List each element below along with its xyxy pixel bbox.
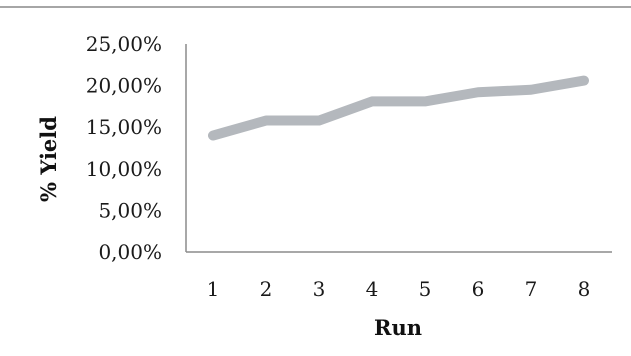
series-group: [208, 75, 589, 141]
x-tick-label: 6: [472, 277, 485, 301]
x-axis: 1 2 3 4 5 6 7 8: [186, 251, 612, 301]
x-tick-label: 3: [313, 277, 326, 301]
data-point: [212, 135, 214, 137]
data-point: [583, 80, 585, 82]
data-point: [371, 100, 373, 102]
x-tick-label: 2: [260, 277, 273, 301]
data-point: [477, 91, 479, 93]
x-tick-label: 5: [419, 277, 432, 301]
data-point: [265, 120, 267, 122]
x-tick-label: 7: [525, 277, 538, 301]
y-axis: 0,00% 5,00% 10,00% 15,00% 20,00% 25,00%: [86, 32, 187, 264]
x-tick-label: 1: [207, 277, 220, 301]
y-tick-label: 10,00%: [86, 157, 162, 181]
data-point: [318, 120, 320, 122]
y-axis-title: % Yield: [36, 116, 61, 202]
y-tick-label: 5,00%: [98, 198, 162, 222]
y-tick-label: 0,00%: [98, 240, 162, 264]
x-axis-title: Run: [374, 315, 422, 340]
x-tick-label: 4: [366, 277, 379, 301]
data-point: [530, 89, 532, 91]
y-tick-label: 20,00%: [86, 74, 162, 98]
y-tick-label: 25,00%: [86, 32, 162, 56]
data-point: [424, 100, 426, 102]
x-tick-label: 8: [578, 277, 591, 301]
y-tick-label: 15,00%: [86, 115, 162, 139]
series-line: [208, 75, 589, 141]
